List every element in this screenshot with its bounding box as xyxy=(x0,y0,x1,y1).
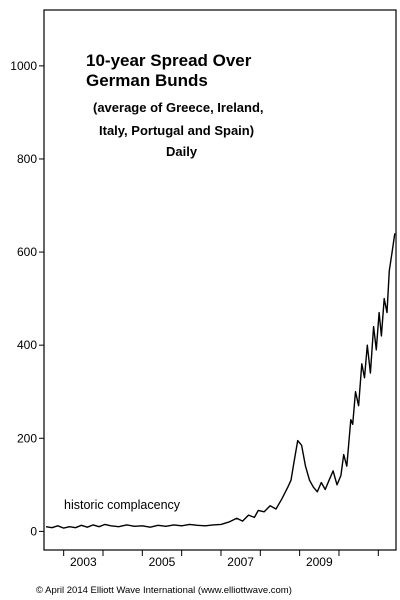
x-tick-label: 2005 xyxy=(149,555,176,569)
x-axis: 2003 2005 2007 2009 xyxy=(63,550,379,569)
plot-frame xyxy=(43,9,397,551)
x-tick-label: 2003 xyxy=(70,555,97,569)
y-tick-label: 0 xyxy=(30,524,37,538)
y-tick-label: 800 xyxy=(17,152,37,166)
copyright-footer: © April 2014 Elliott Wave International … xyxy=(36,585,292,596)
y-tick-label: 1000 xyxy=(10,59,37,73)
x-tick-label: 2009 xyxy=(306,555,333,569)
chart-subtitle-line-3: Daily xyxy=(166,144,198,159)
chart-subtitle-line-2: Italy, Portugal and Spain) xyxy=(99,123,254,138)
y-tick-label: 400 xyxy=(17,338,37,352)
chart-title-line-1: 10-year Spread Over xyxy=(86,51,252,70)
y-tick-label: 200 xyxy=(17,431,37,445)
chart-title-line-2: German Bunds xyxy=(86,71,208,90)
chart-subtitle-line-1: (average of Greece, Ireland, xyxy=(93,100,264,115)
historic-complacency-annotation: historic complacency xyxy=(64,498,181,512)
spread-series-line xyxy=(45,233,396,529)
y-tick-label: 600 xyxy=(17,245,37,259)
x-tick-label: 2007 xyxy=(227,555,254,569)
y-axis: 0 200 400 600 800 1000 xyxy=(10,59,44,538)
